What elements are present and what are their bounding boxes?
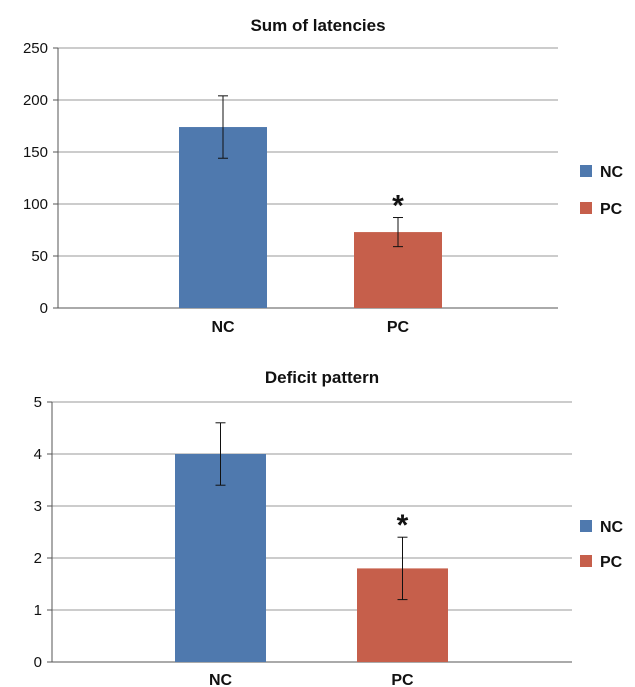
x-tick-label: PC: [387, 319, 410, 336]
y-tick-label: 100: [23, 196, 48, 213]
y-tick-label: 200: [23, 92, 48, 109]
chart-2: Deficit pattern 0 1 2 3 4 5 NC * PC NC PC: [34, 368, 624, 687]
y-tick-label: 5: [34, 394, 42, 411]
y-tick-label: 1: [34, 602, 42, 619]
legend-swatch: [580, 202, 592, 214]
chart-1: Sum of latencies 0 50 100 150 200 250 NC * PC NC PC: [23, 16, 624, 336]
y-tick-label: 0: [40, 300, 48, 317]
y-tick-label: 250: [23, 40, 48, 57]
chart-title: Sum of latencies: [250, 16, 385, 35]
y-tick-label: 3: [34, 498, 42, 515]
x-tick-label: NC: [211, 319, 235, 336]
legend-label: PC: [600, 201, 623, 218]
y-tick-label: 2: [34, 550, 42, 567]
y-tick-label: 150: [23, 144, 48, 161]
chart-title: Deficit pattern: [265, 368, 379, 387]
legend-label: NC: [600, 519, 624, 536]
y-tick-label: 0: [34, 654, 42, 671]
bar-nc: [175, 454, 266, 662]
legend-swatch: [580, 165, 592, 177]
significance-marker: *: [392, 190, 404, 223]
x-tick-label: NC: [209, 672, 233, 687]
y-tick-label: 50: [31, 248, 48, 265]
legend-label: NC: [600, 164, 624, 181]
legend-swatch: [580, 555, 592, 567]
y-tick-label: 4: [34, 446, 42, 463]
x-tick-label: PC: [391, 672, 414, 687]
significance-marker: *: [397, 509, 409, 542]
legend-swatch: [580, 520, 592, 532]
legend-label: PC: [600, 554, 623, 571]
